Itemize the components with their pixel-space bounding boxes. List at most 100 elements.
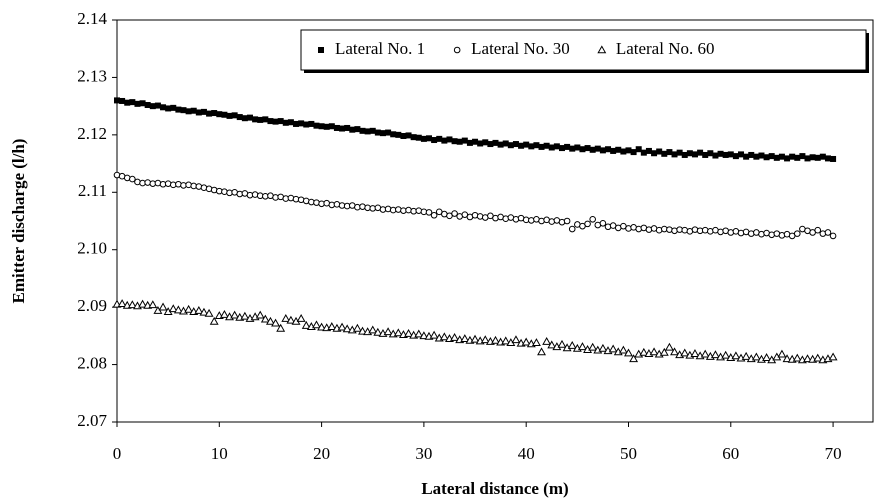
series (114, 97, 837, 162)
marker-triangle (598, 343, 608, 352)
marker-square (144, 101, 151, 108)
marker-square (599, 147, 606, 154)
marker-square (114, 97, 120, 104)
marker-square (257, 116, 264, 123)
marker-triangle (511, 335, 521, 344)
legend-label: Lateral No. 1 (335, 39, 425, 58)
marker-square (472, 138, 479, 145)
marker-triangle (470, 334, 480, 343)
marker-square (349, 126, 356, 133)
marker-square (589, 146, 596, 153)
marker-square (364, 128, 371, 135)
marker-square (262, 116, 269, 123)
marker-square (354, 126, 361, 133)
marker-square (482, 139, 489, 146)
series (113, 171, 837, 240)
marker-triangle (184, 304, 194, 313)
marker-square (323, 123, 330, 130)
marker-square (277, 118, 284, 125)
marker-square (553, 143, 560, 150)
marker-square (252, 116, 259, 123)
marker-triangle (624, 348, 633, 357)
marker-triangle (301, 320, 311, 329)
marker-square (809, 154, 816, 161)
marker-square (645, 147, 652, 154)
marker-triangle (803, 354, 812, 363)
marker-square (379, 130, 386, 137)
x-tick-label: 10 (211, 444, 228, 463)
marker-triangle (751, 352, 761, 361)
marker-triangle (358, 326, 367, 335)
marker-square (456, 138, 463, 145)
marker-square (318, 47, 324, 53)
marker-triangle (317, 322, 327, 331)
marker-triangle (138, 299, 148, 308)
marker-triangle (762, 353, 772, 361)
marker-triangle (782, 354, 792, 363)
marker-square (175, 106, 182, 113)
marker-triangle (480, 335, 490, 344)
marker-square (211, 110, 218, 117)
marker-circle (129, 175, 136, 183)
x-tick-label: 0 (113, 444, 122, 463)
marker-square (666, 149, 673, 156)
marker-triangle (373, 327, 383, 336)
legend-box (300, 29, 867, 71)
marker-triangle (537, 347, 546, 356)
legend-label: Lateral No. 60 (616, 39, 715, 58)
marker-square (466, 139, 473, 146)
marker-triangle (219, 309, 229, 318)
y-axis-title: Emitter discharge (l/h) (9, 139, 28, 304)
marker-triangle (352, 323, 362, 332)
marker-square (640, 149, 647, 156)
marker-square (303, 121, 310, 128)
y-tick-label: 2.12 (77, 124, 107, 143)
marker-square (451, 138, 458, 145)
marker-square (574, 144, 581, 151)
marker-square (615, 146, 622, 153)
marker-triangle (501, 336, 511, 345)
marker-square (385, 129, 392, 136)
marker-square (339, 125, 346, 132)
marker-triangle (194, 305, 204, 314)
marker-square (722, 151, 729, 158)
marker-square (681, 151, 688, 158)
marker-square (405, 132, 412, 139)
marker-square (707, 150, 714, 157)
marker-square (630, 149, 637, 156)
marker-square (298, 120, 305, 127)
x-tick-label: 60 (722, 444, 739, 463)
marker-square (420, 135, 427, 142)
marker-triangle (597, 45, 607, 54)
x-tick-label: 40 (518, 444, 535, 463)
marker-square (119, 97, 126, 104)
marker-square (656, 148, 663, 155)
marker-square (160, 104, 167, 111)
marker-triangle (547, 340, 557, 349)
marker-triangle (690, 349, 700, 357)
marker-triangle (127, 300, 137, 309)
marker-square (727, 151, 734, 158)
marker-square (732, 153, 739, 160)
marker-square (502, 140, 509, 147)
marker-triangle (419, 331, 429, 340)
marker-triangle (260, 314, 270, 323)
marker-triangle (281, 314, 291, 322)
legend: Lateral No. 1 Lateral No. 30 Lateral No. 6… (300, 29, 869, 73)
y-tick-label: 2.10 (77, 239, 107, 258)
marker-triangle (659, 347, 669, 356)
marker-square (328, 123, 335, 130)
plot-area (116, 19, 874, 423)
marker-triangle (608, 344, 618, 353)
marker-square (819, 153, 826, 160)
marker-square (610, 147, 617, 154)
marker-square (149, 103, 156, 110)
marker-triangle (255, 310, 265, 319)
marker-square (287, 119, 294, 126)
marker-square (789, 153, 796, 160)
marker-triangle (741, 351, 751, 360)
marker-square (185, 108, 192, 115)
marker-square (686, 150, 693, 157)
marker-triangle (414, 329, 424, 338)
